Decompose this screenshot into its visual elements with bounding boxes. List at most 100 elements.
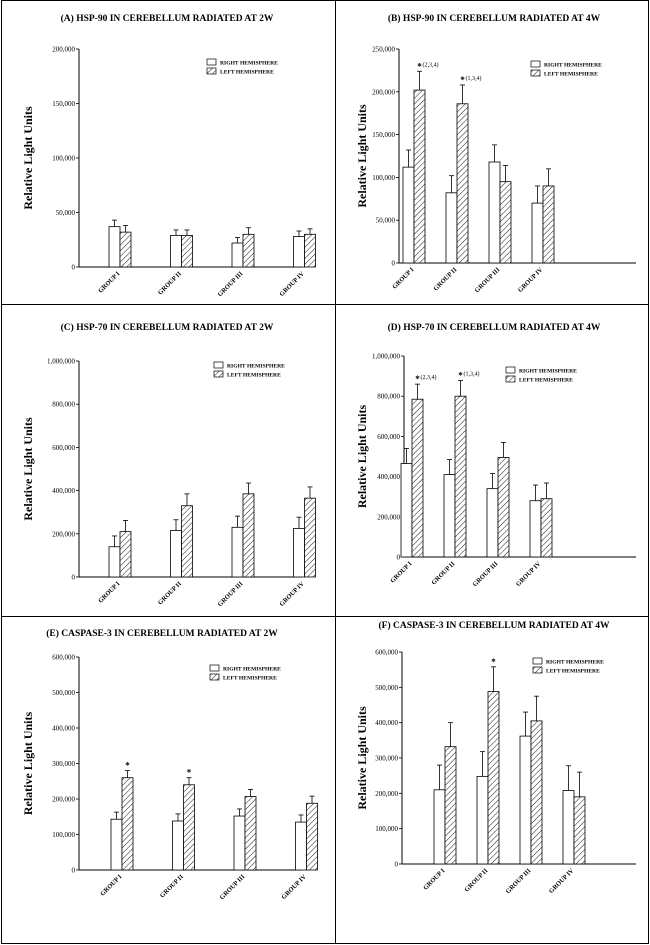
chart-a-svg: (A) HSP-90 IN CEREBELLUM RADIATED AT 2W R… xyxy=(21,13,316,298)
chart-a-legend-right-label: RIGHT HEMISPHERE xyxy=(220,61,278,67)
chart-b-legend-left-swatch xyxy=(530,69,541,77)
chart-e-category-label: GROUP II xyxy=(159,873,185,899)
chart-a-bar-g1-right xyxy=(108,226,121,268)
chart-d-bar-g4-right xyxy=(529,500,542,558)
chart-f-legend-right-label: RIGHT HEMISPHERE xyxy=(546,660,604,666)
chart-d-svg: (D) HSP-70 IN CEREBELLUM RADIATED AT 4W R… xyxy=(355,322,636,588)
chart-e-legend-left-swatch xyxy=(209,673,220,681)
chart-d-category-label: GROUP I xyxy=(389,560,414,585)
chart-b-bar-g3-left xyxy=(499,181,512,264)
chart-e-ytick-label: 200,000 xyxy=(52,796,75,804)
chart-f-bar-g2-right xyxy=(476,775,489,865)
chart-f-bar-g1-right xyxy=(433,789,446,865)
chart-b-legend-right-label: RIGHT HEMISPHERE xyxy=(544,63,602,69)
chart-a-bar-g2-left xyxy=(181,234,193,268)
chart-c-legend-right-label: RIGHT HEMISPHERE xyxy=(227,364,285,370)
chart-f-bar-g2-left xyxy=(487,691,500,865)
panel-e: (E) CASPASE-3 IN CEREBELLUM RADIATED AT … xyxy=(1,616,336,944)
chart-a-category-label: GROUP III xyxy=(217,270,245,298)
chart-a-bar-g3-left xyxy=(242,233,255,268)
chart-a-legend-left-swatch xyxy=(206,67,217,75)
chart-e-category-label: GROUP IV xyxy=(280,873,308,901)
chart-f-bar-g3-right xyxy=(519,735,532,865)
chart-d-legend-right-label: RIGHT HEMISPHERE xyxy=(519,369,577,375)
chart-d-legend-left-swatch xyxy=(505,375,516,383)
chart-e-bar-g1-right xyxy=(110,818,123,871)
chart-d-bar-g4-left xyxy=(540,498,553,558)
chart-a-title: (A) HSP-90 IN CEREBELLUM RADIATED AT 2W xyxy=(61,13,274,24)
chart-d-bar-g2-left xyxy=(454,395,467,558)
chart-f-svg: (F) CASPASE-3 IN CEREBELLUM RADIATED AT … xyxy=(355,620,636,895)
chart-c-title: (C) HSP-70 IN CEREBELLUM RADIATED AT 2W xyxy=(61,322,274,333)
chart-a-category-label: GROUP I xyxy=(97,270,122,295)
chart-b-bar-g4-left xyxy=(542,185,555,264)
chart-b-bar-g2-right xyxy=(445,192,458,264)
chart-b-sig-groups: (1,3,4) xyxy=(466,75,482,82)
chart-f-category-label: GROUP IV xyxy=(548,867,576,895)
chart-e-bar-g4-left xyxy=(306,802,318,871)
chart-c-category-label: GROUP I xyxy=(97,580,122,605)
chart-b-ylabel: Relative Light Units xyxy=(355,104,369,208)
panel-f: (F) CASPASE-3 IN CEREBELLUM RADIATED AT … xyxy=(335,616,649,944)
chart-f-ytick-label: 400,000 xyxy=(375,719,398,727)
chart-f-title: (F) CASPASE-3 IN CEREBELLUM RADIATED AT … xyxy=(378,620,610,631)
chart-b-ytick-label: 150,000 xyxy=(372,131,395,139)
chart-d-sig-star: * xyxy=(458,371,463,381)
chart-d-ytick-label: 400,000 xyxy=(377,473,400,481)
chart-d-bar-g1-right xyxy=(400,463,413,558)
chart-a-bar-g4-left xyxy=(304,233,316,268)
chart-e-title: (E) CASPASE-3 IN CEREBELLUM RADIATED AT … xyxy=(46,628,278,639)
chart-e-legend-right-label: RIGHT HEMISPHERE xyxy=(223,667,281,673)
chart-b-bar-g1-left xyxy=(413,89,426,264)
chart-e-bar-g4-right xyxy=(295,821,307,871)
chart-c-bar-g3-right xyxy=(231,526,244,578)
panel-a: (A) HSP-90 IN CEREBELLUM RADIATED AT 2W R… xyxy=(1,0,336,305)
chart-c-ytick-label: 400,000 xyxy=(52,487,75,495)
chart-c-category-label: GROUP II xyxy=(157,580,183,606)
chart-d-bar-g1-left xyxy=(411,398,424,558)
panel-d: (D) HSP-70 IN CEREBELLUM RADIATED AT 4W R… xyxy=(335,304,649,617)
chart-d-category-label: GROUP III xyxy=(472,560,500,588)
chart-c-bar-g4-left xyxy=(304,497,316,578)
chart-d-ytick-label: 200,000 xyxy=(377,513,400,521)
chart-b-bar-g1-right xyxy=(402,166,415,264)
chart-f-bar-g1-left xyxy=(444,746,457,865)
chart-d-sig-groups: (2,3,4) xyxy=(421,374,437,381)
chart-d-ytick-label: 600,000 xyxy=(377,433,400,441)
chart-a-ytick-label: 100,000 xyxy=(52,155,75,163)
chart-c-bar-g1-right xyxy=(108,546,121,578)
chart-b-svg: (B) HSP-90 IN CEREBELLUM RADIATED AT 4W R… xyxy=(355,13,636,294)
chart-a-category-label: GROUP IV xyxy=(278,270,306,298)
chart-f-bar-g3-left xyxy=(530,720,543,865)
chart-d-bar-g2-right xyxy=(443,474,456,558)
chart-a-bar-g2-right xyxy=(170,234,182,268)
chart-f-bar-g4-left xyxy=(573,796,586,865)
chart-d-legend-right-swatch xyxy=(505,366,516,374)
chart-e-category-label: GROUP I xyxy=(99,873,124,898)
chart-a-category-label: GROUP II xyxy=(157,270,183,296)
chart-f-category-label: GROUP III xyxy=(505,867,533,895)
chart-b-legend-left-label: LEFT HEMISPHERE xyxy=(544,72,598,78)
chart-d-ytick-label: 800,000 xyxy=(377,393,400,401)
chart-b-ytick-label: 250,000 xyxy=(372,46,395,54)
chart-b-category-label: GROUP II xyxy=(432,266,458,292)
chart-f-ytick-label: 0 xyxy=(395,861,399,869)
chart-a-bar-g4-right xyxy=(293,236,305,268)
chart-f-ytick-label: 300,000 xyxy=(375,755,398,763)
chart-a-legend-right-swatch xyxy=(206,58,217,66)
chart-b-legend-right-swatch xyxy=(530,60,541,68)
chart-e-bar-g1-left xyxy=(121,777,134,871)
chart-c-ytick-label: 1,000,000 xyxy=(47,358,76,366)
chart-d-title: (D) HSP-70 IN CEREBELLUM RADIATED AT 4W xyxy=(388,322,601,333)
chart-b-category-label: GROUP I xyxy=(391,266,416,291)
chart-d-category-label: GROUP IV xyxy=(515,560,543,588)
chart-a-ytick-label: 150,000 xyxy=(52,100,75,108)
chart-c-legend-right-swatch xyxy=(213,361,224,369)
chart-f-category-label: GROUP II xyxy=(463,867,489,893)
chart-d-sig-star: * xyxy=(415,374,420,384)
chart-a-ylabel: Relative Light Units xyxy=(21,106,35,210)
chart-e-svg: (E) CASPASE-3 IN CEREBELLUM RADIATED AT … xyxy=(21,628,318,901)
chart-b-bar-g2-left xyxy=(456,103,469,264)
chart-e-bar-g2-left xyxy=(183,784,195,871)
